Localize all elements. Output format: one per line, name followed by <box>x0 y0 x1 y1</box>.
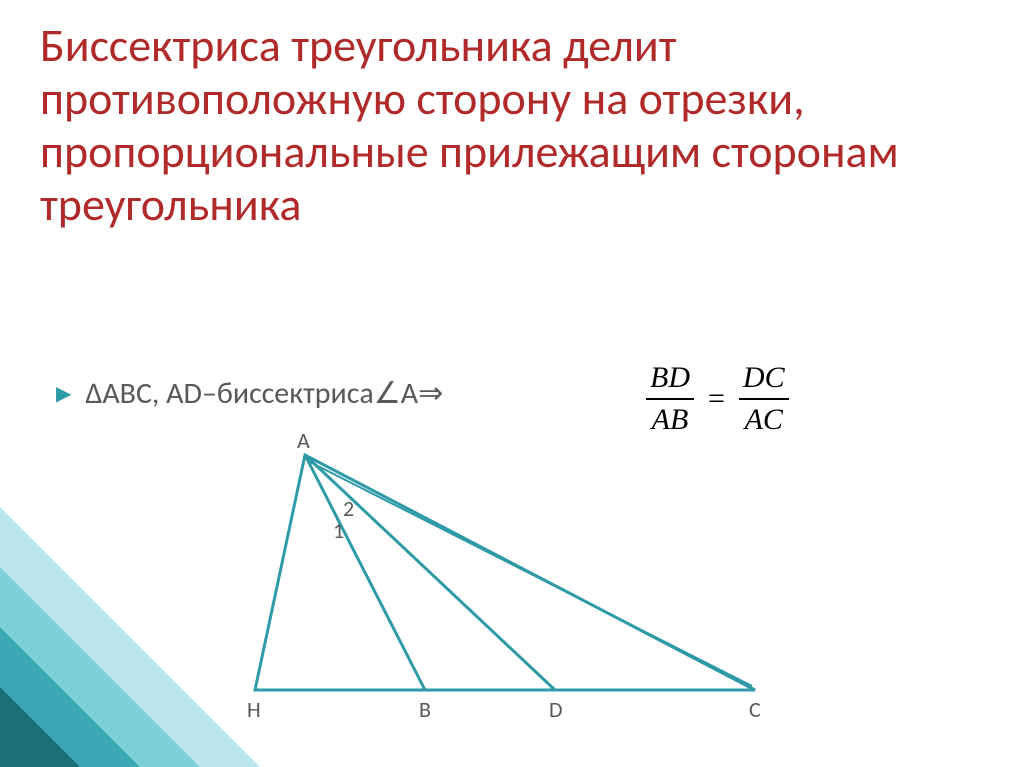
proportion-formula: BD AB = DC AC <box>640 360 795 438</box>
angle-text: ∠A <box>374 375 418 412</box>
vertex-label-a: A <box>297 427 310 454</box>
numerator-dc: DC <box>739 360 789 396</box>
given-line: ▶ ∆ABC, AD–биссектриса ∠A ⇒ <box>56 375 443 412</box>
fraction-bd-ab: BD AB <box>646 360 694 438</box>
numerator-bd: BD <box>646 360 694 396</box>
bullet-icon: ▶ <box>56 381 71 406</box>
equals-sign: = <box>708 382 725 416</box>
angle-label-2: 2 <box>343 495 354 522</box>
vertex-label-b: B <box>419 696 431 723</box>
slide-title: Биссектриса треугольника делит противопо… <box>40 20 994 232</box>
fraction-dc-ac: DC AC <box>739 360 789 438</box>
triangle-diagram: A H B D C 1 2 <box>200 430 840 730</box>
vertex-label-h: H <box>247 696 261 723</box>
triangle-text: ∆ABC, AD–биссектриса <box>85 375 373 412</box>
arrow-text: ⇒ <box>418 375 443 412</box>
vertex-label-d: D <box>549 696 563 723</box>
vertex-label-c: C <box>749 696 761 723</box>
